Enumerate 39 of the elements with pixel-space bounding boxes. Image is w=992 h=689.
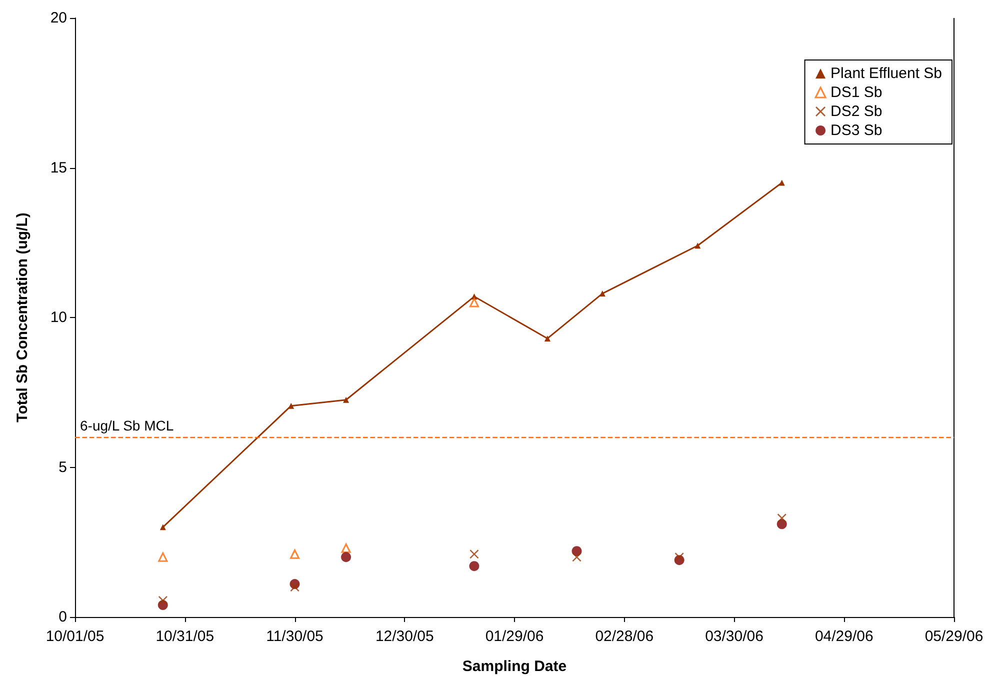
point — [674, 552, 684, 562]
x-tick-label: 02/28/06 — [595, 628, 654, 645]
point — [777, 514, 786, 523]
point — [288, 402, 294, 409]
point — [778, 180, 785, 186]
point — [290, 582, 300, 592]
y-tick-label: 5 — [58, 458, 67, 476]
y-axis-title: Total Sb Concentration (ug/L) — [14, 212, 31, 422]
point — [341, 543, 351, 553]
y-tick-label: 15 — [50, 159, 67, 176]
x-axis-title: Sampling Date — [462, 658, 567, 675]
point — [290, 549, 300, 559]
x-tick-label: 03/30/06 — [705, 628, 764, 645]
x-tick-label: 10/31/05 — [156, 628, 214, 645]
x-tick-label: 01/29/06 — [485, 628, 544, 645]
legend-label: DS3 Sb — [830, 122, 882, 139]
point — [469, 561, 480, 572]
y-tick-label: 0 — [58, 608, 67, 626]
point — [694, 242, 701, 249]
legend-label: Plant Effluent Sb — [830, 65, 942, 82]
x-tick-label: 05/29/06 — [924, 628, 984, 645]
legend-label: DS2 Sb — [830, 103, 882, 120]
x-tick-label: 11/30/05 — [266, 628, 324, 645]
y-tick-label: 10 — [50, 309, 67, 326]
point — [572, 552, 582, 562]
point — [544, 335, 550, 342]
x-tick-label: 04/29/06 — [814, 628, 874, 645]
point — [158, 596, 168, 606]
x-tick-label: 12/30/05 — [375, 628, 434, 645]
x-tick-label: 10/01/05 — [46, 628, 104, 645]
ref-line-label: 6-ug/L Sb MCL — [80, 417, 174, 434]
point — [160, 524, 166, 530]
point — [469, 298, 479, 308]
point — [341, 552, 352, 562]
y-tick-label: 20 — [50, 10, 67, 26]
legend-label: DS1 Sb — [830, 84, 882, 101]
point — [158, 552, 168, 562]
point — [470, 550, 479, 559]
point — [343, 396, 350, 403]
